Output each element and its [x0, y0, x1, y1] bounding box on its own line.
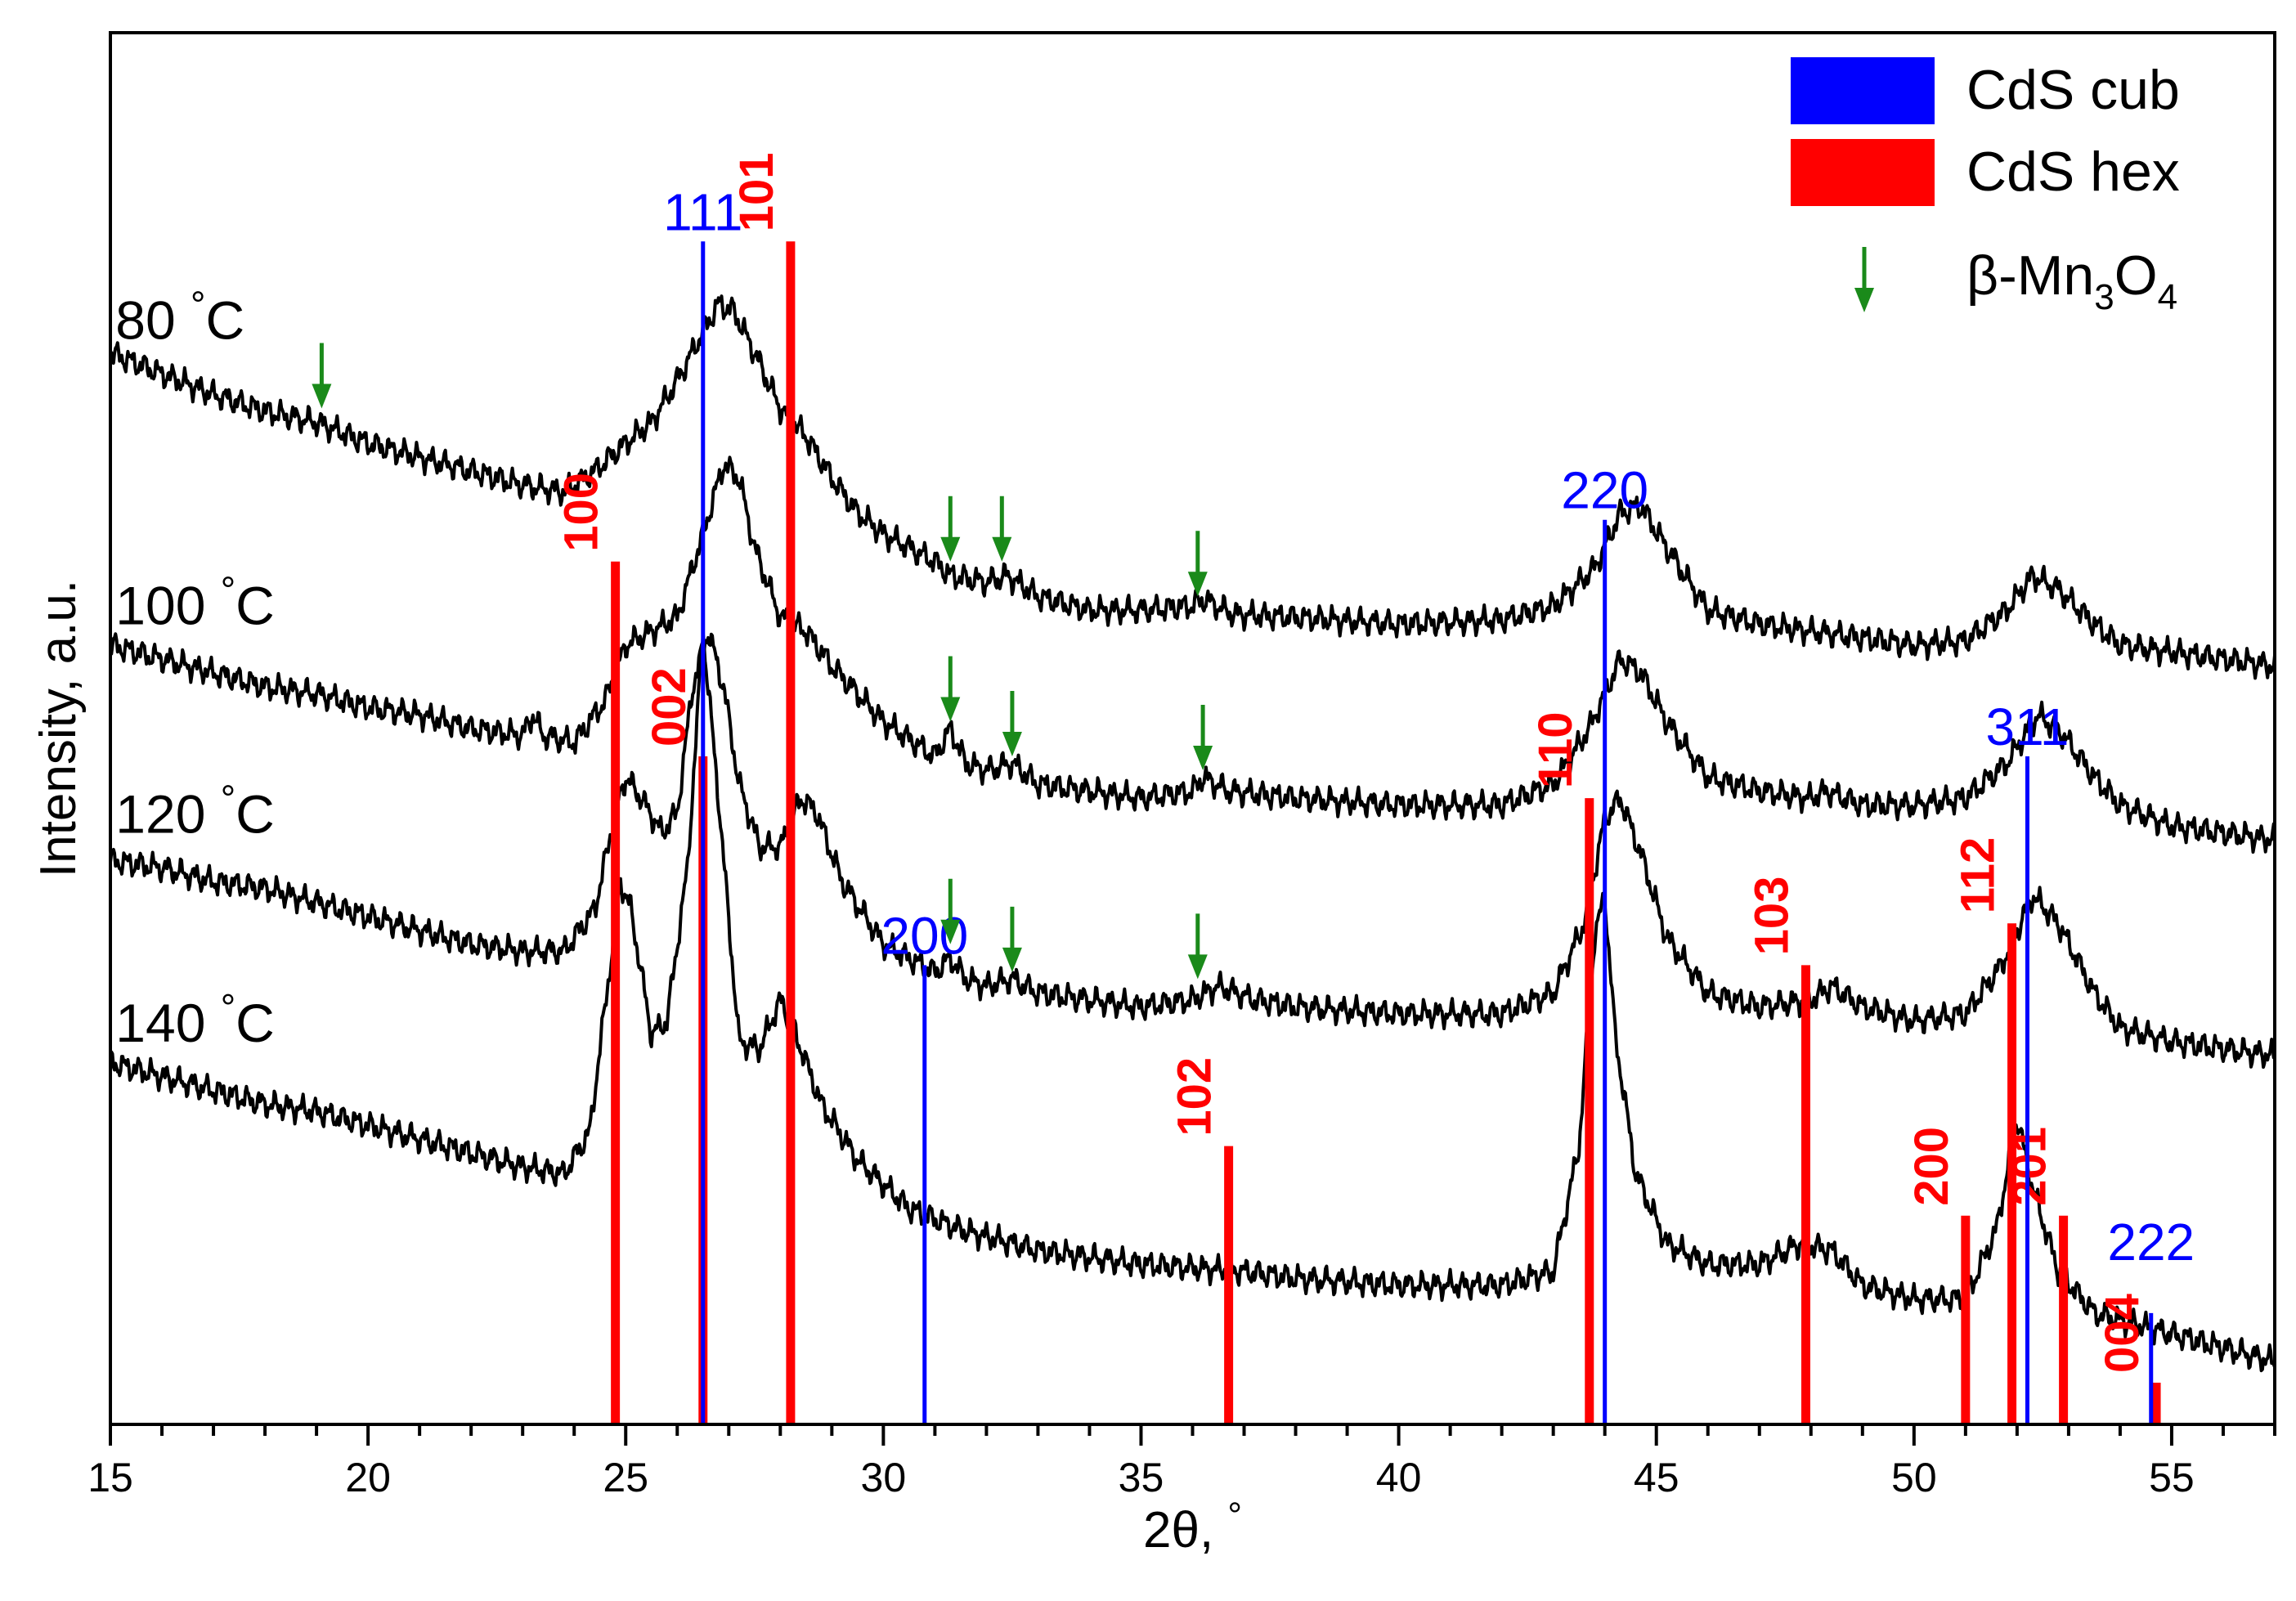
x-tick-label: 50: [1891, 1455, 1937, 1500]
hex-hkl-label: 200: [1905, 1127, 1958, 1206]
arrow-head: [312, 383, 332, 409]
hex-hkl-label: 102: [1168, 1057, 1222, 1137]
legend-label: CdS cub: [1966, 59, 2180, 121]
diffraction-patterns: [109, 294, 2276, 1373]
mn3o4-arrow: [940, 656, 961, 722]
mn3o4-arrow: [1187, 913, 1208, 980]
mn3o4-arrow: [1002, 906, 1022, 972]
series-label-number: 140: [115, 993, 220, 1053]
x-tick-label: 45: [1634, 1455, 1679, 1500]
series-curve: [109, 630, 2276, 1373]
mn3o4-arrow: [940, 496, 961, 562]
hex-hkl-label: 002: [643, 667, 696, 747]
unit: C: [235, 993, 275, 1053]
cub-hkl-label: 220: [1561, 461, 1648, 520]
x-tick-label: 35: [1119, 1455, 1164, 1500]
cub-hkl-label: 200: [881, 906, 968, 965]
legend-label-part: β-Mn: [1966, 244, 2094, 307]
x-tick-label: 20: [345, 1455, 391, 1500]
mn3o4-arrow: [992, 496, 1012, 562]
x-tick-label: 40: [1376, 1455, 1422, 1500]
unit: C: [235, 575, 275, 635]
unit: C: [205, 289, 244, 350]
cub-hkl-label: 111: [663, 182, 742, 241]
x-axis-label: 2θ, °: [1143, 1496, 1242, 1558]
arrow-head: [1187, 572, 1208, 597]
arrow-head: [940, 919, 961, 944]
x-tick-label: 25: [603, 1455, 648, 1500]
x-axis-label-degree: °: [1227, 1496, 1242, 1536]
arrow-head: [1187, 954, 1208, 980]
legend-label: β-Mn3O4: [1966, 244, 2177, 317]
arrow-head: [1002, 947, 1022, 972]
arrow-head: [1854, 288, 1874, 312]
arrow-head: [1193, 746, 1213, 771]
degree-sign: °: [221, 778, 235, 820]
hex-hkl-label: 201: [2003, 1127, 2056, 1206]
x-tick-label: 55: [2149, 1455, 2195, 1500]
degree-sign: °: [191, 283, 205, 325]
series-label: 120 °C: [115, 778, 275, 845]
series-curve: [109, 632, 2276, 1070]
arrow-head: [992, 536, 1012, 562]
cub-hkl-label: 311: [1985, 697, 2069, 756]
hex-hkl-label: 100: [555, 473, 608, 552]
arrow-head: [1002, 732, 1022, 757]
series-label: 80 °C: [115, 283, 244, 350]
hex-hkl-label: 112: [1952, 837, 2005, 914]
x-axis-label-text: 2θ,: [1143, 1502, 1227, 1558]
hex-hkl-label: 004: [2096, 1294, 2149, 1373]
unit: C: [235, 784, 275, 845]
x-tick-label: 15: [87, 1455, 133, 1500]
hex-hkl-label: 110: [1529, 712, 1582, 789]
legend-swatch: [1791, 57, 1935, 124]
legend-label-part: 3: [2094, 277, 2114, 317]
series-curve: [109, 455, 2276, 854]
legend: CdS cub CdS hex β-Mn3O4: [1791, 57, 2180, 317]
degree-sign: °: [221, 986, 235, 1029]
x-tick-label: 30: [861, 1455, 907, 1500]
degree-sign: °: [221, 568, 235, 611]
mn3o4-arrow: [1193, 705, 1213, 771]
mn3o4-arrow: [1002, 691, 1022, 757]
hex-hkl-label: 103: [1745, 877, 1798, 956]
arrow-head: [940, 536, 961, 562]
series-label: 100 °C: [115, 568, 275, 635]
mn3o4-arrow: [940, 878, 961, 944]
hex-hkl-label: 101: [730, 153, 783, 232]
mn3o4-arrow: [1854, 247, 1874, 312]
axes: 15 20 25 30 35 40 45 50 55 2θ, ° Intensity, a.u.: [30, 31, 2276, 1558]
series-label: 140 °C: [115, 986, 275, 1053]
series-label-number: 80: [115, 289, 191, 350]
reference-lines: 100 002 101 102 110 103 200 112 201 004 111 200 220 3…: [555, 153, 2195, 1424]
legend-label: CdS hex: [1966, 141, 2180, 203]
legend-label-part: O: [2114, 244, 2158, 307]
series-curve: [109, 294, 2276, 680]
mn3o4-arrow: [1187, 531, 1208, 597]
legend-label-part: 4: [2158, 277, 2177, 317]
arrow-head: [940, 697, 961, 722]
mn3o4-arrow: [312, 343, 332, 409]
legend-swatch: [1791, 139, 1935, 206]
cub-hkl-label: 222: [2107, 1213, 2195, 1271]
series-label-number: 100: [115, 575, 220, 635]
series-label-number: 120: [115, 784, 220, 845]
mn3o4-arrow-markers: [312, 343, 1213, 980]
y-axis-label: Intensity, a.u.: [30, 580, 87, 877]
